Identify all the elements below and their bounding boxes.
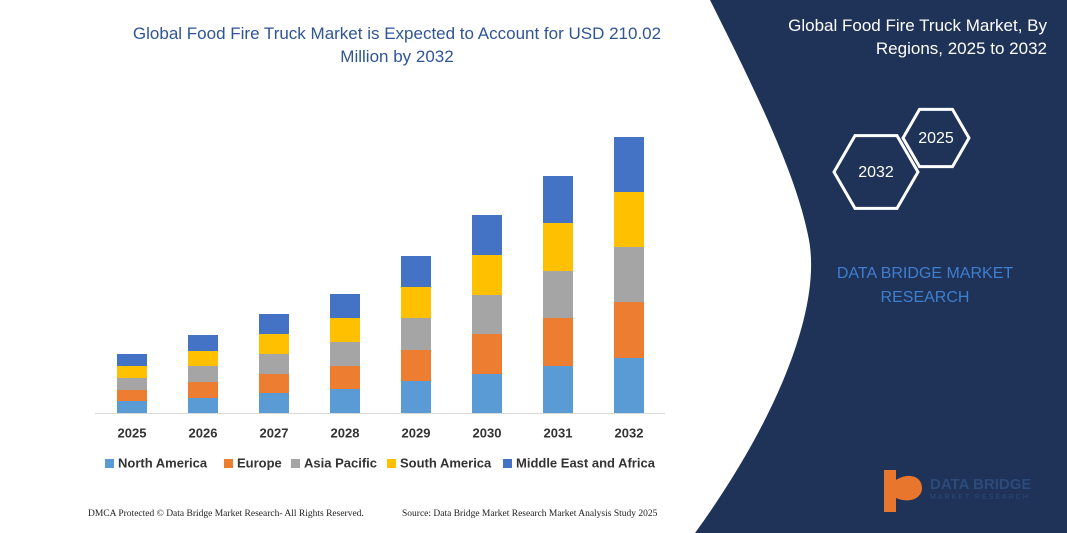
bar-segment xyxy=(614,358,644,413)
brand-text: DATA BRIDGE MARKET RESEARCH xyxy=(836,265,1014,306)
chart-title: Global Food Fire Truck Market is Expecte… xyxy=(132,24,662,66)
logo-mark xyxy=(884,470,922,512)
legend-swatch xyxy=(105,459,114,468)
legend-swatch xyxy=(224,459,233,468)
bar-segment xyxy=(188,398,218,413)
x-tick-label: 2031 xyxy=(544,425,573,440)
footer-left: DMCA Protected © Data Bridge Market Rese… xyxy=(88,509,364,519)
bar-segment xyxy=(330,342,360,366)
bar-segment xyxy=(259,354,289,374)
side-panel xyxy=(695,0,1067,533)
bar-segment xyxy=(614,247,644,302)
bar-segment xyxy=(117,378,147,390)
legend-swatch xyxy=(291,459,300,468)
hexagon xyxy=(832,134,920,210)
legend-swatch xyxy=(387,459,396,468)
bar-segment xyxy=(117,366,147,378)
bar-segment xyxy=(543,223,573,271)
bar-segment xyxy=(259,374,289,393)
panel-title: Global Food Fire Truck Market, By Region… xyxy=(788,16,1047,58)
legend-label: North America xyxy=(118,455,208,470)
x-tick-label: 2030 xyxy=(473,425,502,440)
legend-label: Middle East and Africa xyxy=(516,455,656,470)
bar-segment xyxy=(543,271,573,318)
bar-segment xyxy=(543,366,573,413)
x-tick-label: 2028 xyxy=(331,425,360,440)
bar-segment xyxy=(401,350,431,381)
bar-segment xyxy=(401,381,431,413)
hexagon-label: 2025 xyxy=(918,130,954,147)
bar-segment xyxy=(259,393,289,413)
bar-segment xyxy=(188,351,218,366)
bar-segment xyxy=(117,354,147,366)
bar-segment xyxy=(188,335,218,351)
bar-segment xyxy=(330,294,360,318)
logo-name: DATA BRIDGE xyxy=(930,476,1032,493)
logo-tagline: MARKET RESEARCH xyxy=(930,494,1030,501)
bar-segment xyxy=(543,176,573,223)
bar-segment xyxy=(614,137,644,192)
bar-segment xyxy=(472,255,502,295)
hexagon xyxy=(901,107,971,169)
legend-label: South America xyxy=(400,455,492,470)
bar-segment xyxy=(259,334,289,354)
bar-segment xyxy=(259,314,289,334)
bar-segment xyxy=(472,374,502,413)
bar-segment xyxy=(188,382,218,398)
bar-segment xyxy=(401,318,431,350)
bar-segment xyxy=(117,390,147,401)
legend-swatch xyxy=(503,459,512,468)
x-tick-label: 2025 xyxy=(118,425,147,440)
x-tick-label: 2032 xyxy=(615,425,644,440)
bar-segment xyxy=(188,366,218,382)
bar-segment xyxy=(401,287,431,318)
bar-segment xyxy=(330,366,360,389)
bar-segment xyxy=(330,318,360,342)
bar-segment xyxy=(614,302,644,358)
bar-segment xyxy=(401,256,431,287)
bar-segment xyxy=(330,389,360,413)
bar-segment xyxy=(472,295,502,334)
x-tick-label: 2029 xyxy=(402,425,431,440)
legend-label: Europe xyxy=(237,455,282,470)
bar-segment xyxy=(614,192,644,247)
bar-segment xyxy=(543,318,573,366)
footer-right: Source: Data Bridge Market Research Mark… xyxy=(402,509,658,519)
x-tick-label: 2026 xyxy=(189,425,218,440)
bar-segment xyxy=(117,401,147,413)
legend-label: Asia Pacific xyxy=(304,455,377,470)
hexagon-label: 2032 xyxy=(858,164,894,181)
bar-segment xyxy=(472,334,502,374)
x-tick-label: 2027 xyxy=(260,425,289,440)
bar-segment xyxy=(472,215,502,255)
